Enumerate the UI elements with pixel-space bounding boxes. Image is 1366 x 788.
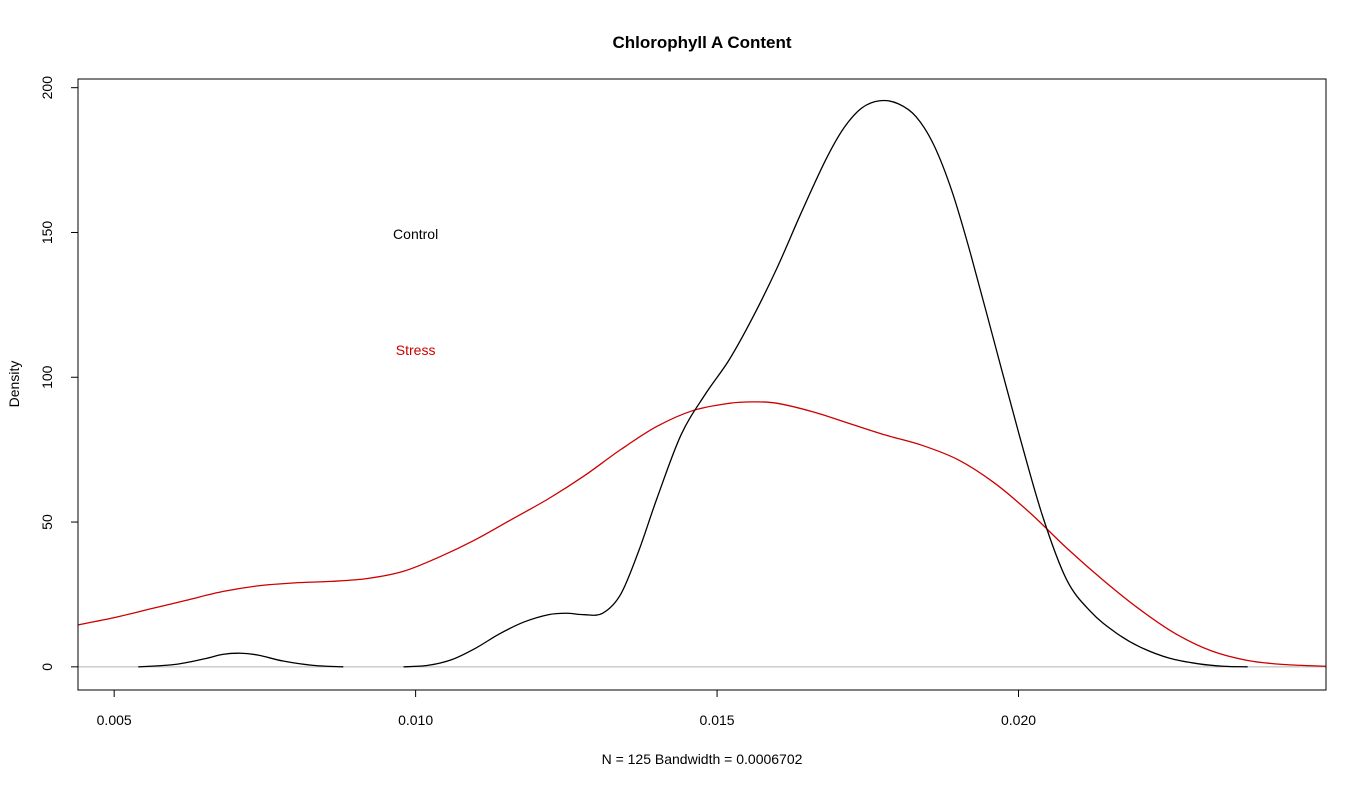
annotation-layer: Control Stress	[393, 226, 438, 358]
control-label: Control	[393, 226, 438, 242]
stress-density-line	[77, 401, 1327, 667]
x-tick-label: 0.015	[700, 712, 735, 728]
chart-title: Chlorophyll A Content	[612, 33, 791, 52]
y-tick-label: 200	[39, 76, 55, 100]
stress-label: Stress	[396, 342, 436, 358]
x-axis-title: N = 125 Bandwidth = 0.0006702	[602, 751, 803, 767]
y-tick-label: 150	[39, 221, 55, 245]
y-axis-title: Density	[6, 361, 22, 408]
y-axis: 0 50 100 150 200	[39, 76, 79, 671]
x-tick-label: 0.020	[1001, 712, 1036, 728]
series-layer	[77, 99, 1327, 668]
plot-frame	[77, 78, 1327, 691]
control-density-line	[138, 652, 344, 668]
x-tick-label: 0.005	[97, 712, 132, 728]
x-axis: 0.005 0.010 0.015 0.020	[97, 689, 1036, 728]
y-tick-label: 0	[39, 663, 55, 671]
y-tick-label: 50	[39, 514, 55, 530]
control-density-line	[403, 99, 1248, 668]
y-tick-label: 100	[39, 365, 55, 389]
x-tick-label: 0.010	[398, 712, 433, 728]
